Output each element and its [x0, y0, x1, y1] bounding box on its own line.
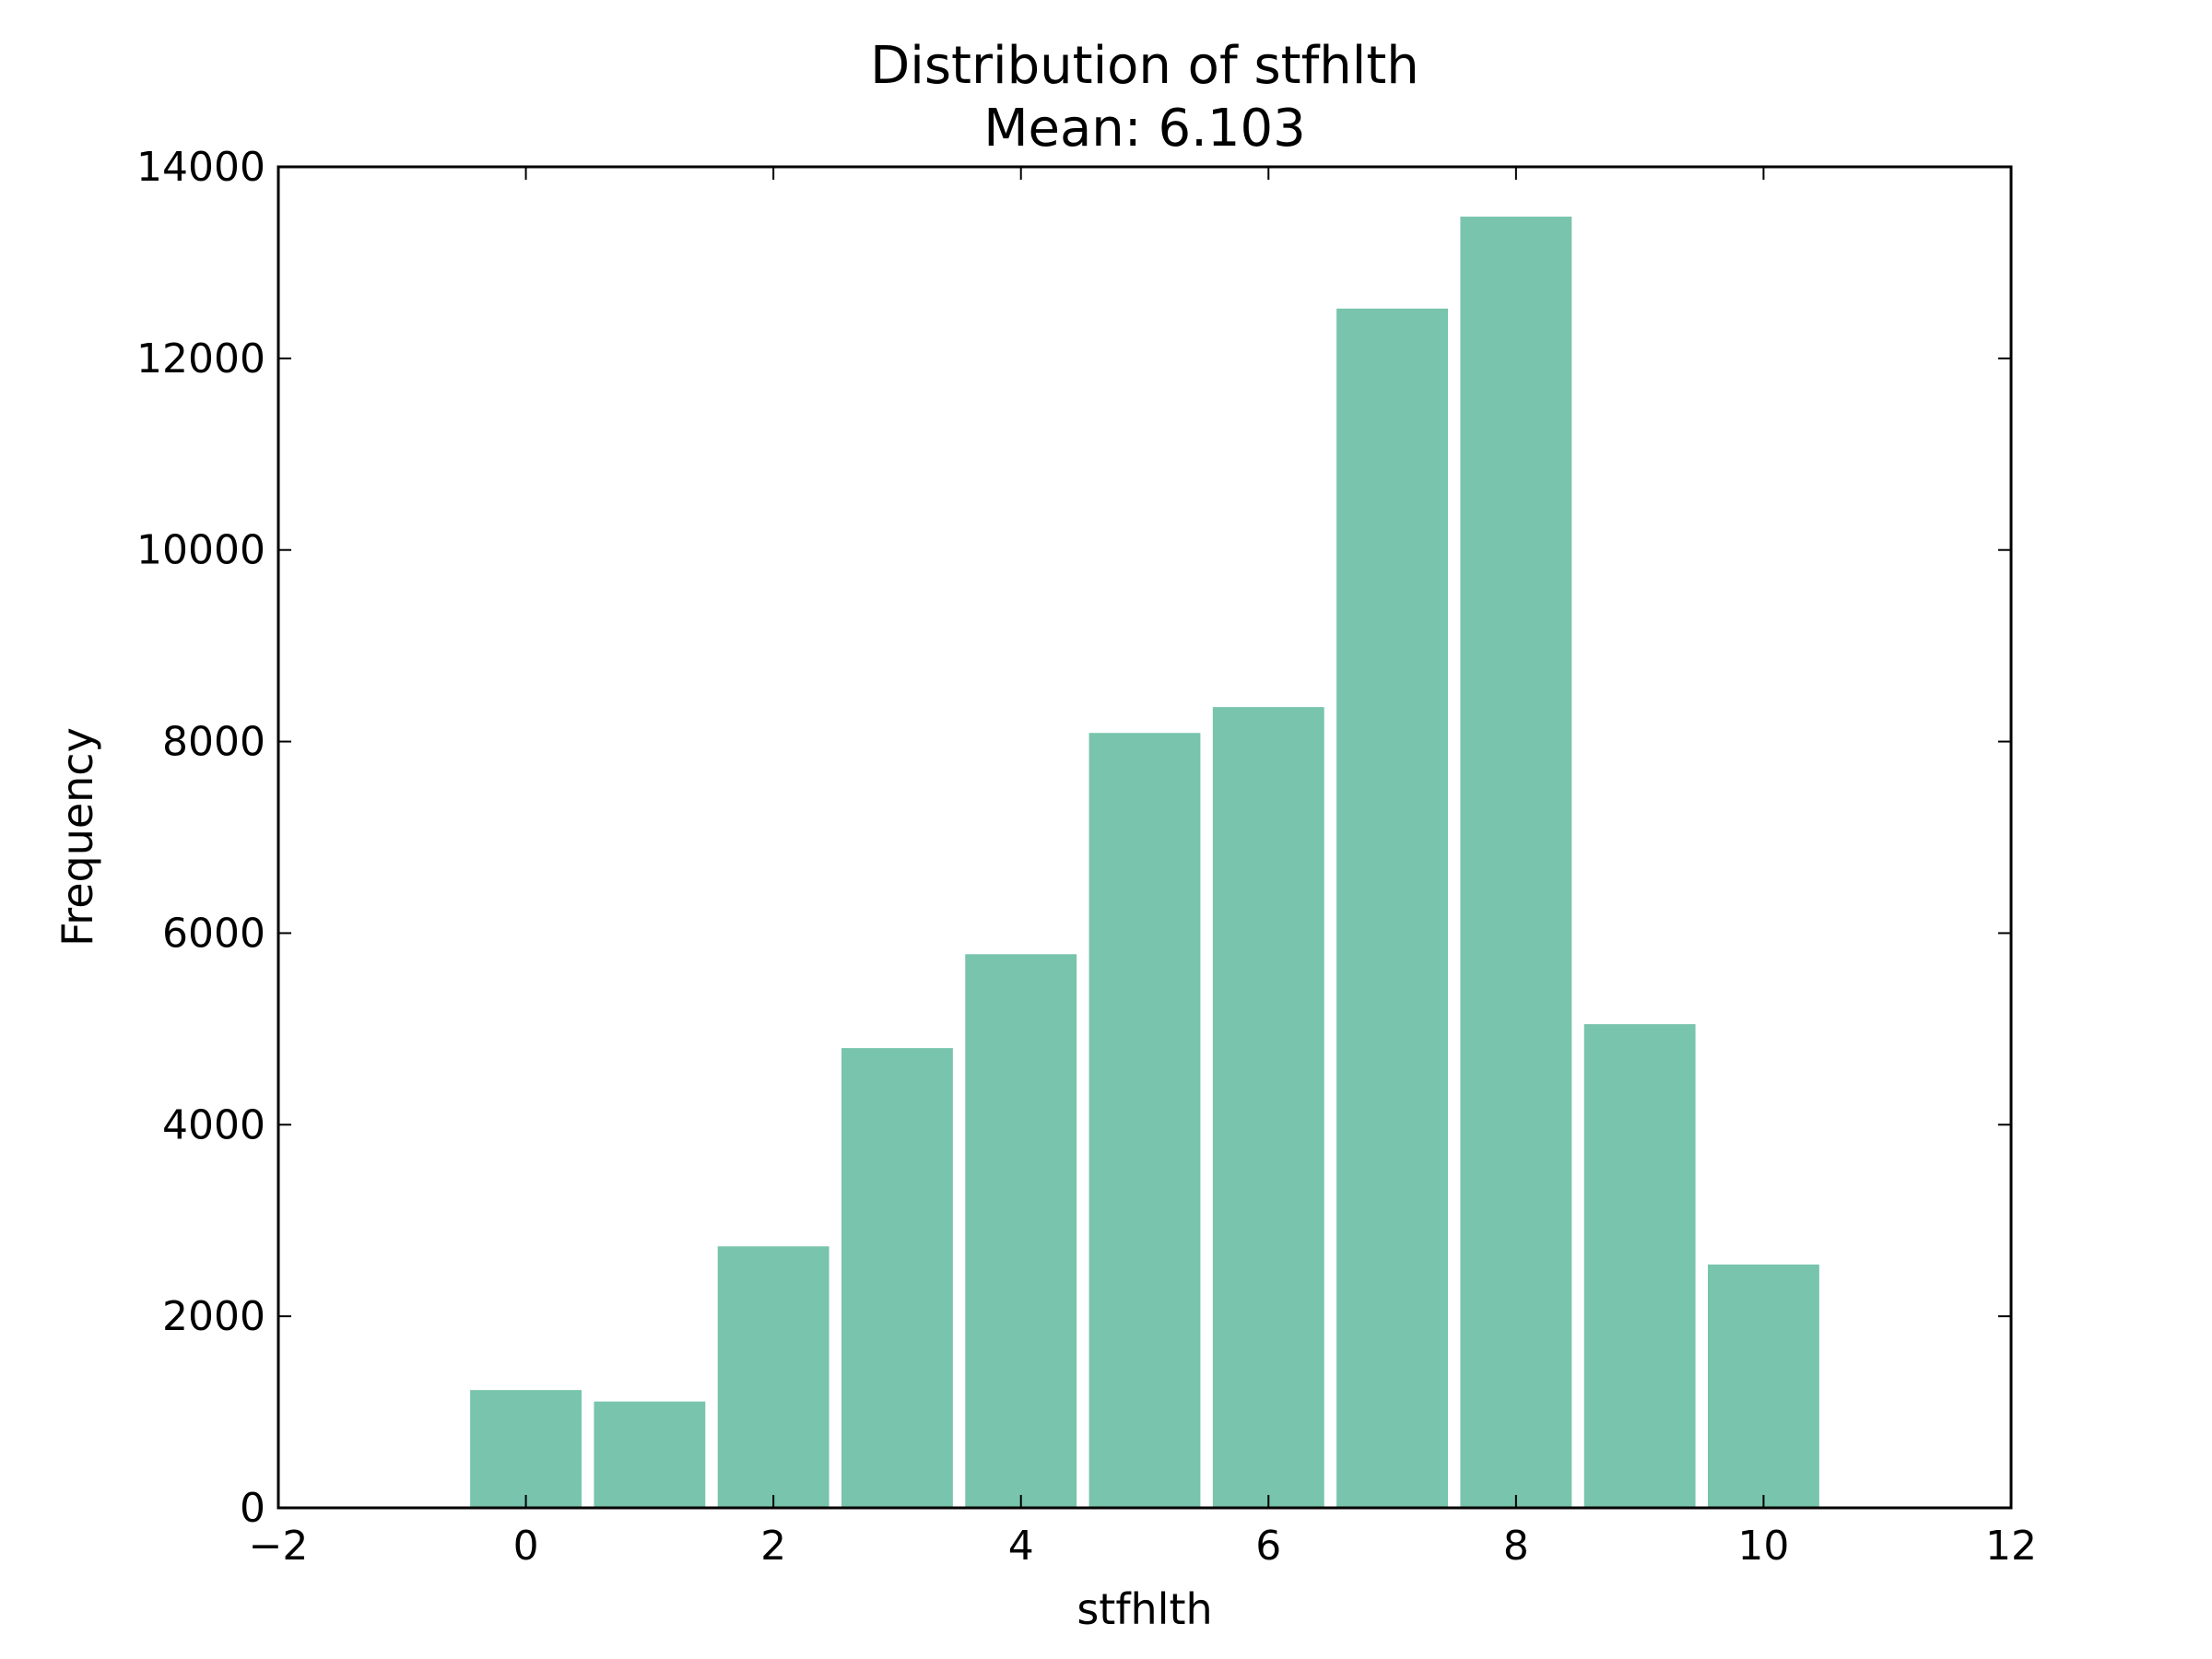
chart-title: Distribution of stfhlth: [870, 36, 1419, 96]
y-tick-label: 14000: [136, 144, 265, 191]
bar-4: [965, 954, 1077, 1508]
y-axis-label: Frequency: [53, 727, 102, 947]
chart-subtitle: Mean: 6.103: [983, 99, 1306, 159]
bar-3: [841, 1048, 953, 1508]
bar-8: [1460, 217, 1572, 1509]
y-tick-label: 0: [240, 1485, 265, 1532]
x-tick-label: 12: [1985, 1523, 2037, 1570]
y-tick-label: 10000: [136, 527, 265, 574]
x-tick-label: 2: [760, 1523, 786, 1570]
x-tick-label: 6: [1255, 1523, 1281, 1570]
y-tick-label: 2000: [162, 1293, 265, 1340]
tick-group: −2 0 2 4 6 8 10 1202000400060008000100001200014…: [136, 144, 2037, 1570]
bar-6: [1212, 707, 1324, 1508]
bar-5: [1088, 733, 1201, 1508]
bar-9: [1583, 1024, 1696, 1508]
y-tick-label: 6000: [162, 910, 265, 957]
bar-2: [717, 1246, 830, 1508]
y-tick-label: 8000: [162, 719, 265, 766]
x-tick-label: −2: [249, 1523, 309, 1570]
x-tick-label: 10: [1737, 1523, 1789, 1570]
bar-10: [1708, 1265, 1819, 1508]
x-axis-label: stfhlth: [1077, 1584, 1212, 1634]
x-tick-label: 8: [1503, 1523, 1529, 1570]
bar-7: [1336, 308, 1448, 1508]
y-tick-label: 4000: [162, 1101, 265, 1148]
y-tick-label: 12000: [136, 335, 265, 382]
bar-group: [470, 217, 1819, 1509]
plot-frame: [276, 165, 2013, 1510]
x-tick-label: 4: [1008, 1523, 1034, 1570]
bar-1: [594, 1401, 706, 1508]
bar-0: [470, 1390, 582, 1508]
x-tick-label: 0: [513, 1523, 539, 1570]
